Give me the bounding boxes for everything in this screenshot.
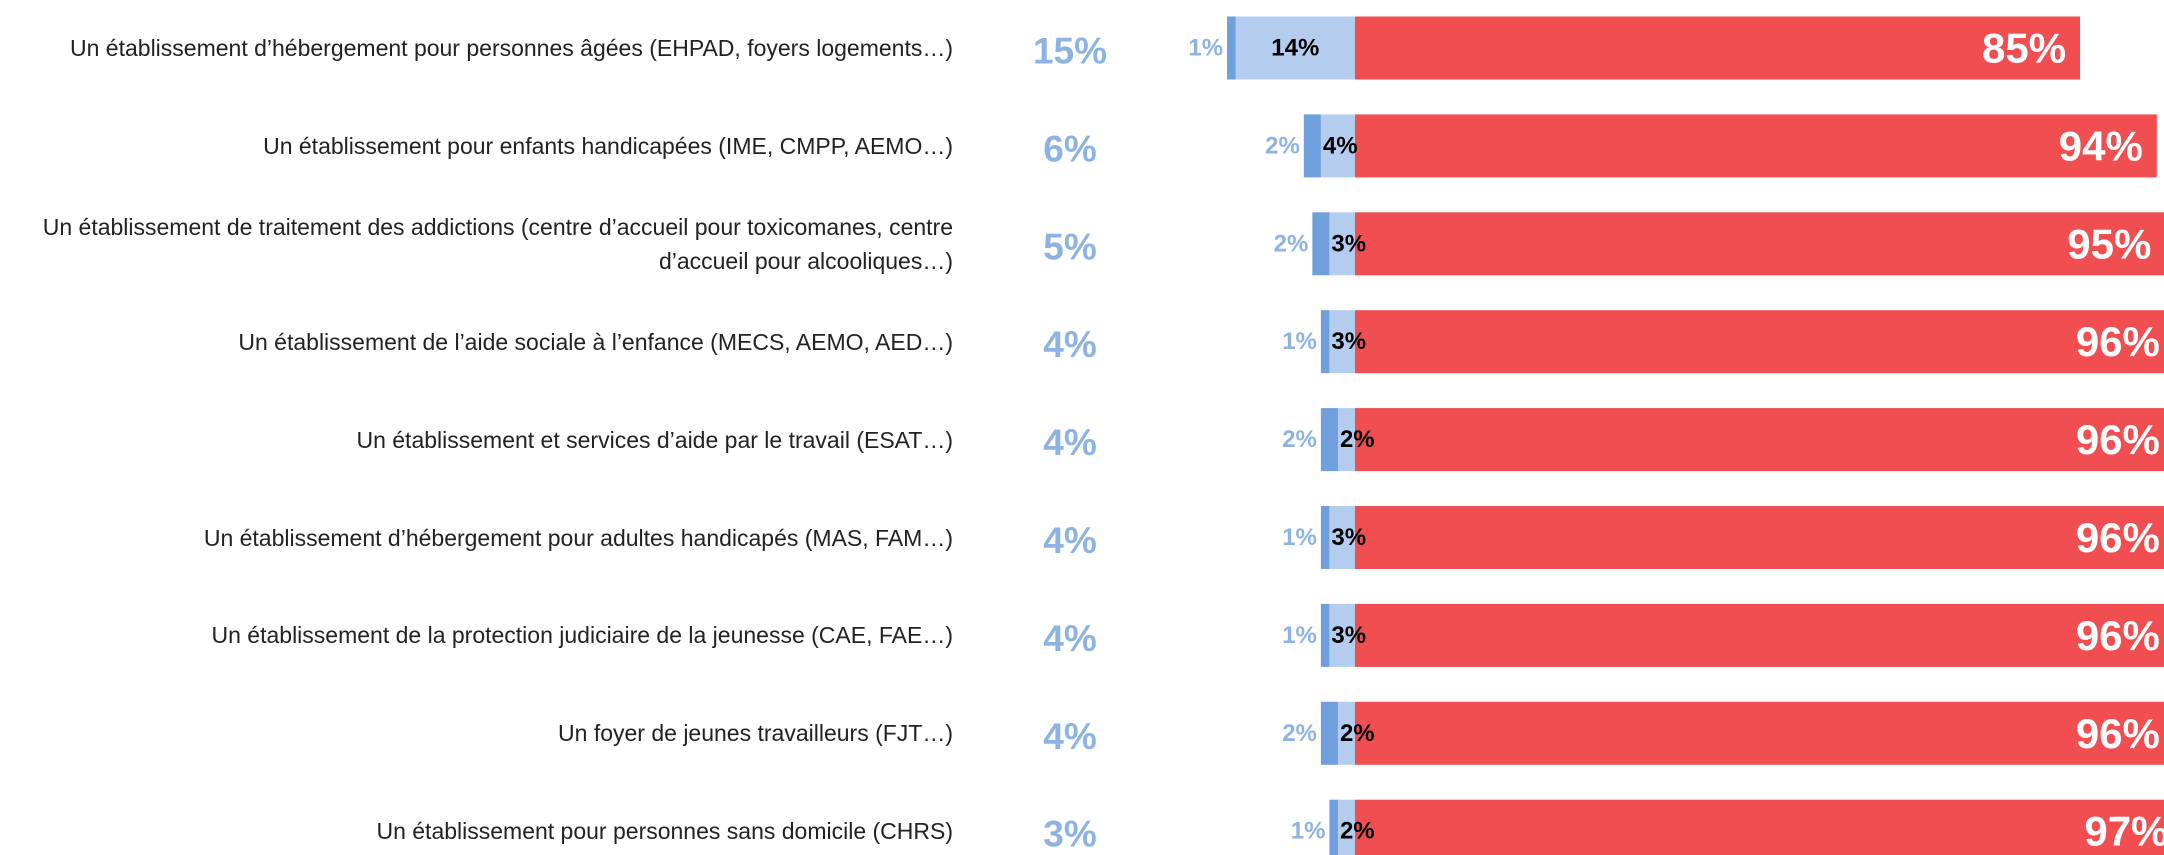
value-label: 1% bbox=[1282, 328, 1317, 355]
bar-segment bbox=[1329, 506, 1355, 569]
total-label: 5% bbox=[1043, 226, 1096, 267]
bar-segment bbox=[1320, 310, 1330, 374]
total-label: 6% bbox=[1043, 128, 1096, 169]
value-label: 96% bbox=[2076, 318, 2160, 365]
bar-segment bbox=[1337, 408, 1355, 472]
bar-segment bbox=[1355, 603, 2164, 667]
bar-segment bbox=[1320, 603, 1330, 667]
bar-segment bbox=[1329, 799, 1338, 855]
value-label: 3% bbox=[1331, 524, 1366, 551]
value-label: 96% bbox=[2076, 416, 2160, 463]
category-label: Un établissement de l’aide sociale à l’e… bbox=[238, 328, 953, 355]
bar-segment bbox=[1329, 212, 1355, 276]
category-label: Un foyer de jeunes travailleurs (FJT…) bbox=[558, 720, 953, 747]
value-label: 96% bbox=[2076, 710, 2160, 757]
bar-segment bbox=[1355, 310, 2164, 374]
value-label: 2% bbox=[1274, 230, 1309, 257]
value-label: 85% bbox=[1982, 25, 2066, 72]
value-label: 2% bbox=[1340, 426, 1375, 453]
total-label: 3% bbox=[1043, 814, 1096, 855]
bar-segment bbox=[1303, 114, 1321, 178]
value-label: 2% bbox=[1265, 132, 1300, 159]
value-label: 14% bbox=[1271, 35, 1319, 62]
bar-segment bbox=[1329, 603, 1355, 667]
bar-segment bbox=[1337, 701, 1355, 765]
value-label: 96% bbox=[2076, 612, 2160, 659]
bar-segment bbox=[1337, 799, 1355, 855]
total-label: 4% bbox=[1043, 422, 1096, 463]
total-label: 4% bbox=[1043, 324, 1096, 365]
bar-segment bbox=[1320, 701, 1338, 765]
bar-segment bbox=[1355, 408, 2164, 472]
category-label: Un établissement pour personnes sans dom… bbox=[376, 818, 953, 845]
bar-segment bbox=[1320, 506, 1330, 569]
value-label: 3% bbox=[1331, 328, 1366, 355]
bar-segment bbox=[1329, 310, 1355, 374]
bar-segment bbox=[1355, 701, 2164, 765]
category-label: Un établissement de traitement des addic… bbox=[42, 213, 953, 274]
value-label: 2% bbox=[1340, 818, 1375, 845]
value-label: 95% bbox=[2067, 220, 2151, 267]
value-label: 97% bbox=[2084, 808, 2164, 855]
value-label: 1% bbox=[1291, 818, 1326, 845]
category-label: Un établissement d’hébergement pour adul… bbox=[203, 524, 953, 551]
bar-segment bbox=[1320, 408, 1338, 472]
total-label: 4% bbox=[1043, 520, 1096, 561]
value-label: 3% bbox=[1331, 230, 1366, 257]
bar-segment bbox=[1312, 212, 1330, 276]
category-label: Un établissement de la protection judici… bbox=[211, 622, 953, 649]
category-label: Un établissement d’hébergement pour pers… bbox=[70, 35, 953, 61]
value-label: 1% bbox=[1282, 622, 1317, 649]
value-label: 94% bbox=[2059, 122, 2143, 169]
total-label: 4% bbox=[1043, 618, 1096, 659]
value-label: 2% bbox=[1340, 720, 1375, 747]
value-label: 3% bbox=[1331, 622, 1366, 649]
value-label: 1% bbox=[1282, 524, 1317, 551]
value-label: 2% bbox=[1282, 426, 1317, 453]
value-label: 4% bbox=[1323, 132, 1358, 159]
category-label: Un établissement pour enfants handicapée… bbox=[263, 132, 953, 159]
bar-segment bbox=[1320, 114, 1355, 178]
bar-segment bbox=[1355, 212, 2164, 276]
value-label: 2% bbox=[1282, 720, 1317, 747]
bar-segment bbox=[1355, 114, 2157, 178]
bar-segment bbox=[1355, 16, 2081, 80]
total-label: 4% bbox=[1043, 716, 1096, 757]
value-label: 96% bbox=[2076, 514, 2160, 561]
bar-segment bbox=[1355, 799, 2164, 855]
bar-segment bbox=[1355, 506, 2164, 569]
value-label: 1% bbox=[1188, 35, 1223, 62]
bar-segment bbox=[1235, 16, 1355, 80]
bar-segment bbox=[1227, 16, 1236, 80]
category-label: Un établissement et services d’aide par … bbox=[356, 426, 953, 453]
total-label: 15% bbox=[1033, 31, 1107, 72]
